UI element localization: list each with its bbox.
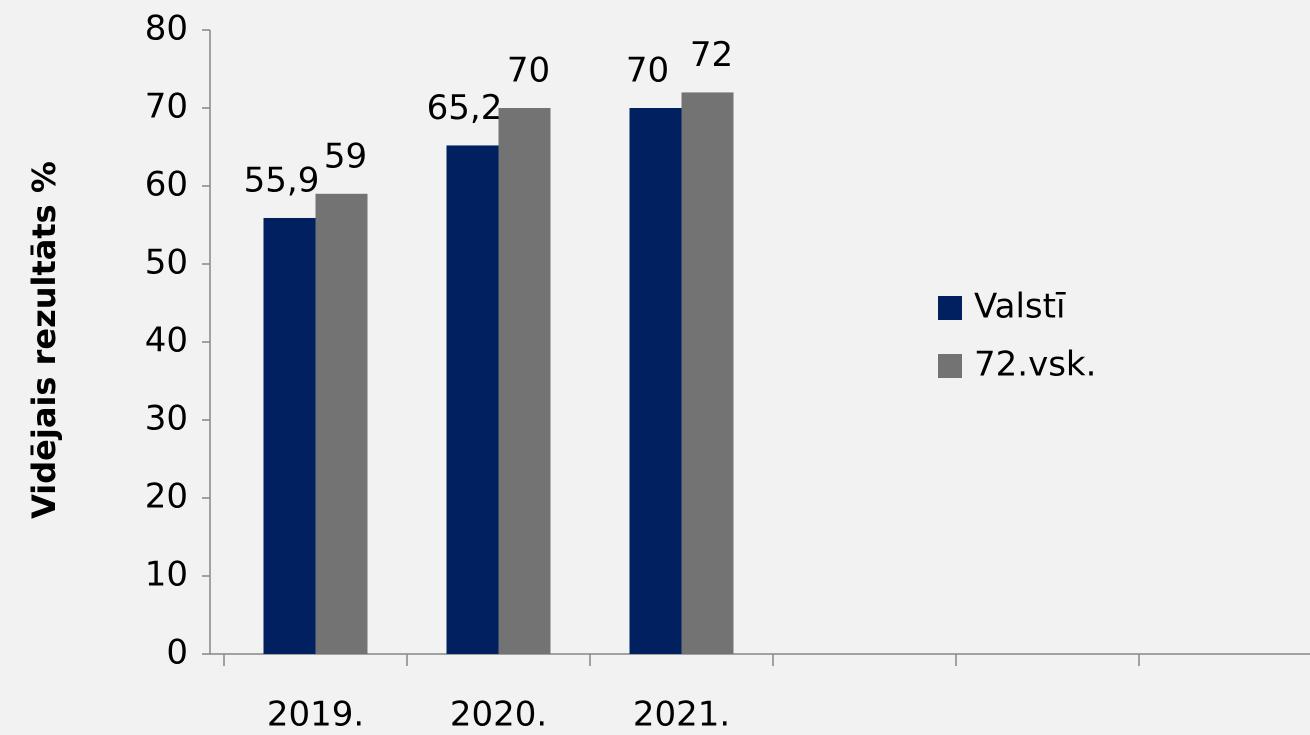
y-tick-label: 0 xyxy=(166,633,188,673)
y-tick-label: 10 xyxy=(145,555,188,595)
y-tick-label: 70 xyxy=(145,87,188,127)
bar xyxy=(629,108,682,654)
data-label: 72 xyxy=(690,35,733,75)
bar xyxy=(681,92,734,654)
y-tick-label: 30 xyxy=(145,399,188,439)
bar xyxy=(315,193,368,655)
y-tick-label: 40 xyxy=(145,321,188,361)
y-tick-label: 20 xyxy=(145,477,188,517)
y-tick-label: 80 xyxy=(145,9,188,49)
bar xyxy=(498,108,551,654)
x-tick-label: 2020. xyxy=(450,695,547,735)
data-label: 70 xyxy=(507,51,550,91)
legend-swatch xyxy=(938,354,962,378)
x-tick-label: 2021. xyxy=(633,695,730,735)
legend-label: 72.vsk. xyxy=(974,345,1096,385)
y-tick-label: 50 xyxy=(145,243,188,283)
bar xyxy=(446,145,499,654)
data-label: 59 xyxy=(324,136,367,176)
x-tick-label: 2019. xyxy=(267,695,364,735)
data-label: 70 xyxy=(626,51,669,91)
data-label: 55,9 xyxy=(244,160,320,200)
legend-swatch xyxy=(938,296,962,320)
y-axis-label: Vidējais rezultāts % xyxy=(25,161,63,519)
data-label: 65,2 xyxy=(427,88,503,128)
y-tick-label: 60 xyxy=(145,165,188,205)
bar xyxy=(263,217,316,655)
legend-label: Valstī xyxy=(974,287,1066,327)
